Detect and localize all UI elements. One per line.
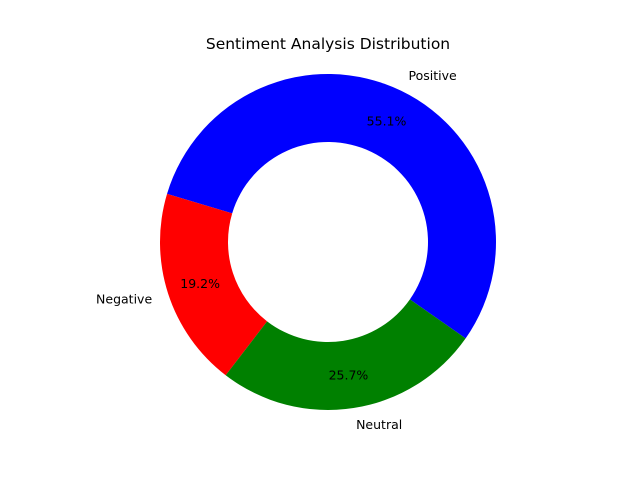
slices-group xyxy=(160,73,497,411)
slice-label-neutral: Neutral xyxy=(356,417,402,432)
slice-label-positive: Positive xyxy=(408,68,456,83)
slice-negative xyxy=(160,193,268,376)
slice-neutral xyxy=(225,299,466,411)
percent-label-negative: 19.2% xyxy=(180,276,220,291)
slice-label-negative: Negative xyxy=(96,291,152,306)
chart-title: Sentiment Analysis Distribution xyxy=(206,35,450,53)
labels-group: Positive 55.1% Negative 19.2% Neutral 25.7% xyxy=(96,68,457,432)
percent-label-positive: 55.1% xyxy=(367,114,407,129)
percent-label-neutral: 25.7% xyxy=(329,367,369,382)
slice-positive xyxy=(167,73,497,339)
